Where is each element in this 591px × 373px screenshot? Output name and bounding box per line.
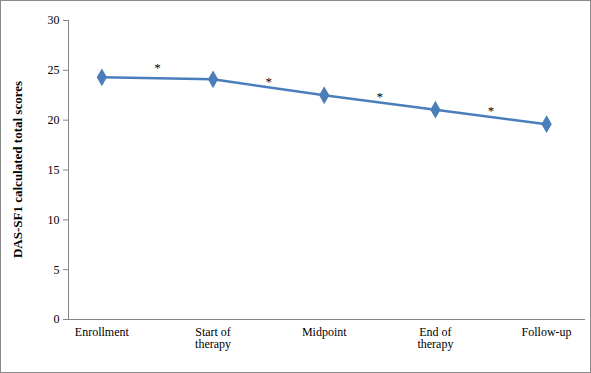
svg-text:Midpoint: Midpoint <box>302 325 347 339</box>
svg-text:*: * <box>265 74 272 89</box>
svg-text:Start oftherapy: Start oftherapy <box>195 325 231 351</box>
svg-text:DAS-SF1 calculated total score: DAS-SF1 calculated total scores <box>10 81 25 258</box>
svg-text:15: 15 <box>48 163 60 177</box>
svg-text:*: * <box>488 103 495 118</box>
svg-text:0: 0 <box>54 312 60 326</box>
svg-text:Enrollment: Enrollment <box>75 325 130 339</box>
svg-text:5: 5 <box>54 263 60 277</box>
svg-text:Follow-up: Follow-up <box>522 325 572 339</box>
svg-text:25: 25 <box>48 63 60 77</box>
svg-text:End oftherapy: End oftherapy <box>417 325 453 351</box>
svg-text:20: 20 <box>48 113 60 127</box>
svg-text:*: * <box>154 60 161 75</box>
svg-text:*: * <box>377 89 384 104</box>
svg-text:10: 10 <box>48 213 60 227</box>
svg-text:30: 30 <box>48 13 60 27</box>
